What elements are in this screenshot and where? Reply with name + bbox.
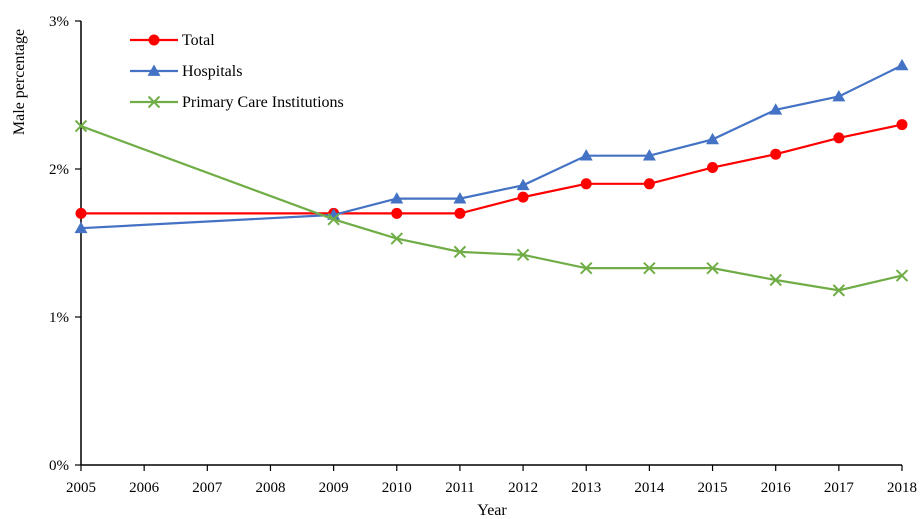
y-tick-label: 1%: [49, 310, 69, 326]
data-point: [895, 269, 909, 282]
data-point: [327, 213, 340, 226]
x-tick-label: 2006: [129, 480, 160, 496]
data-point: [895, 58, 909, 71]
data-point: [453, 245, 467, 259]
legend-item: Total: [130, 32, 215, 49]
x-tick-label: 2018: [887, 480, 917, 496]
x-tick-label: 2008: [255, 480, 285, 496]
legend-item: Hospitals: [130, 63, 242, 80]
data-point: [517, 191, 529, 203]
series-line: [81, 123, 903, 215]
data-point: [832, 284, 846, 297]
legend-label: Primary Care Institutions: [182, 94, 344, 111]
legend-marker: [148, 34, 160, 46]
data-point: [833, 132, 845, 144]
data-point: [707, 162, 719, 174]
data-point: [390, 232, 403, 245]
series-layer: [74, 58, 909, 297]
y-tick-label: 2%: [49, 162, 69, 178]
y-ticks: 0% 1% 2% 3%: [49, 14, 81, 474]
data-point: [390, 192, 404, 204]
x-tick-label: 2017: [824, 480, 855, 496]
data-point: [516, 178, 530, 191]
data-point: [642, 149, 656, 161]
data-point: [643, 178, 655, 190]
data-point: [643, 261, 656, 275]
x-tick-label: 2013: [571, 480, 601, 496]
y-tick-label: 3%: [49, 14, 69, 30]
legend: Total Hospitals Primary Care Institutions: [130, 32, 344, 111]
legend-item: Primary Care Institutions: [130, 94, 344, 111]
data-point: [769, 103, 783, 115]
x-tick-label: 2014: [634, 480, 665, 496]
series-primary-care-institutions: [74, 119, 909, 297]
data-point: [579, 149, 593, 161]
x-tick-label: 2011: [445, 480, 474, 496]
data-point: [706, 261, 719, 275]
axes: 0% 1% 2% 3% 2005 2006 2007 2008 2009 2010 2011 201…: [49, 14, 917, 496]
data-point: [832, 89, 846, 102]
data-point: [896, 119, 908, 131]
data-point: [75, 207, 87, 219]
data-point: [454, 207, 466, 219]
data-point: [580, 261, 593, 275]
legend-marker: [147, 64, 161, 76]
x-tick-label: 2015: [698, 480, 728, 496]
x-tick-label: 2010: [382, 480, 412, 496]
x-tick-label: 2007: [192, 480, 223, 496]
legend-marker: [147, 95, 161, 109]
data-point: [770, 148, 782, 160]
data-point: [74, 119, 88, 133]
x-tick-label: 2016: [761, 480, 792, 496]
data-point: [769, 273, 782, 287]
x-tick-label: 2012: [508, 480, 538, 496]
series-hospitals: [74, 58, 909, 234]
y-tick-label: 0%: [49, 458, 69, 474]
series-line: [80, 64, 903, 230]
y-axis-title: Male percentage: [11, 29, 28, 135]
x-tick-label: 2005: [66, 480, 96, 496]
legend-label: Hospitals: [182, 63, 242, 80]
x-tick-label: 2009: [319, 480, 349, 496]
data-point: [706, 132, 720, 145]
x-axis-title: Year: [477, 502, 507, 519]
x-ticks: 2005 2006 2007 2008 2009 2010 2011 2012 2013 2014…: [66, 465, 917, 496]
data-point: [580, 178, 592, 190]
data-point: [453, 192, 467, 204]
data-point: [516, 248, 530, 262]
data-point: [391, 207, 403, 219]
legend-label: Total: [182, 32, 215, 49]
data-point: [74, 221, 88, 234]
